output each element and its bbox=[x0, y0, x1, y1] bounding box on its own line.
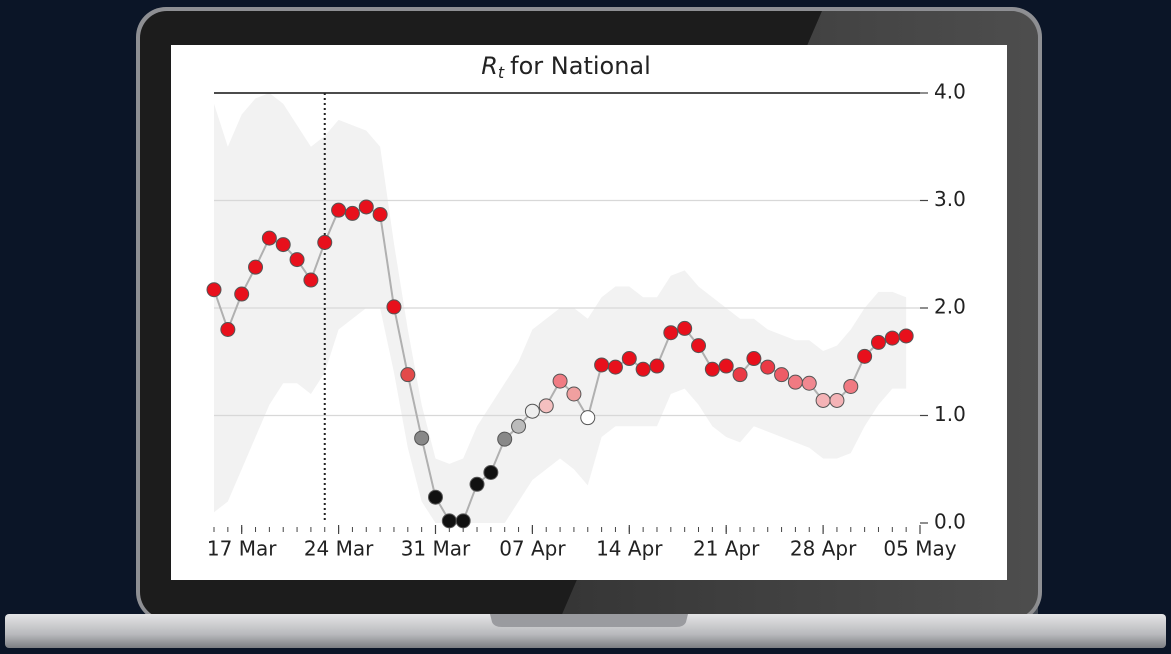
rt-point bbox=[885, 331, 899, 345]
rt-point bbox=[525, 404, 539, 418]
laptop-mockup: Rt for National 0.0 1.0 2.0 3.0 4.0 17 Mar 24 M… bbox=[0, 0, 1171, 654]
x-tick-label: 24 Mar bbox=[304, 537, 374, 561]
y-tick-label: 1.0 bbox=[934, 402, 966, 426]
rt-point bbox=[871, 335, 885, 349]
page: {"chart_data": { "type": "line", "title"… bbox=[0, 0, 1171, 654]
rt-point bbox=[262, 231, 276, 245]
y-tick-label: 2.0 bbox=[934, 295, 966, 319]
rt-point bbox=[415, 431, 429, 445]
y-tick-label: 4.0 bbox=[934, 80, 966, 104]
rt-point bbox=[373, 207, 387, 221]
rt-point bbox=[512, 419, 526, 433]
rt-point bbox=[345, 206, 359, 220]
rt-point bbox=[359, 200, 373, 214]
rt-point bbox=[581, 411, 595, 425]
rt-point bbox=[484, 465, 498, 479]
x-tick-label: 14 Apr bbox=[596, 537, 663, 561]
rt-point bbox=[304, 273, 318, 287]
x-tick-label: 07 Apr bbox=[499, 537, 566, 561]
rt-point bbox=[678, 321, 692, 335]
rt-point bbox=[470, 477, 484, 491]
rt-point bbox=[276, 238, 290, 252]
rt-point bbox=[858, 349, 872, 363]
y-tick-label: 3.0 bbox=[934, 187, 966, 211]
rt-point bbox=[692, 339, 706, 353]
rt-point bbox=[816, 393, 830, 407]
x-tick-label: 21 Apr bbox=[693, 537, 760, 561]
rt-point bbox=[802, 376, 816, 390]
rt-point bbox=[553, 374, 567, 388]
rt-point bbox=[442, 514, 456, 528]
rt-point bbox=[539, 399, 553, 413]
rt-point bbox=[498, 432, 512, 446]
rt-point bbox=[733, 368, 747, 382]
x-tick-label: 28 Apr bbox=[790, 537, 857, 561]
rt-point bbox=[207, 283, 221, 297]
rt-point bbox=[595, 358, 609, 372]
x-tick-label: 31 Mar bbox=[401, 537, 471, 561]
rt-point bbox=[747, 352, 761, 366]
rt-point bbox=[428, 490, 442, 504]
rt-point bbox=[788, 375, 802, 389]
rt-point bbox=[456, 514, 470, 528]
rt-point bbox=[761, 360, 775, 374]
rt-point bbox=[235, 287, 249, 301]
rt-point bbox=[705, 362, 719, 376]
title-text: for National bbox=[510, 52, 651, 80]
laptop-notch bbox=[490, 614, 688, 627]
title-symbol: R bbox=[481, 52, 498, 80]
rt-point bbox=[664, 326, 678, 340]
rt-point bbox=[775, 368, 789, 382]
y-tick-label: 0.0 bbox=[934, 510, 966, 534]
rt-point bbox=[401, 368, 415, 382]
rt-point bbox=[249, 260, 263, 274]
rt-point bbox=[844, 379, 858, 393]
rt-point bbox=[221, 323, 235, 337]
rt-point bbox=[719, 359, 733, 373]
rt-point bbox=[899, 329, 913, 343]
x-tick-label: 05 May bbox=[883, 537, 956, 561]
rt-point bbox=[332, 203, 346, 217]
rt-point bbox=[622, 352, 636, 366]
rt-point bbox=[608, 360, 622, 374]
rt-point bbox=[290, 253, 304, 267]
rt-point bbox=[387, 300, 401, 314]
title-subscript: t bbox=[498, 63, 505, 82]
rt-point bbox=[830, 393, 844, 407]
rt-point bbox=[318, 235, 332, 249]
rt-point bbox=[567, 387, 581, 401]
rt-point bbox=[650, 359, 664, 373]
x-tick-label: 17 Mar bbox=[207, 537, 277, 561]
rt-point bbox=[636, 362, 650, 376]
